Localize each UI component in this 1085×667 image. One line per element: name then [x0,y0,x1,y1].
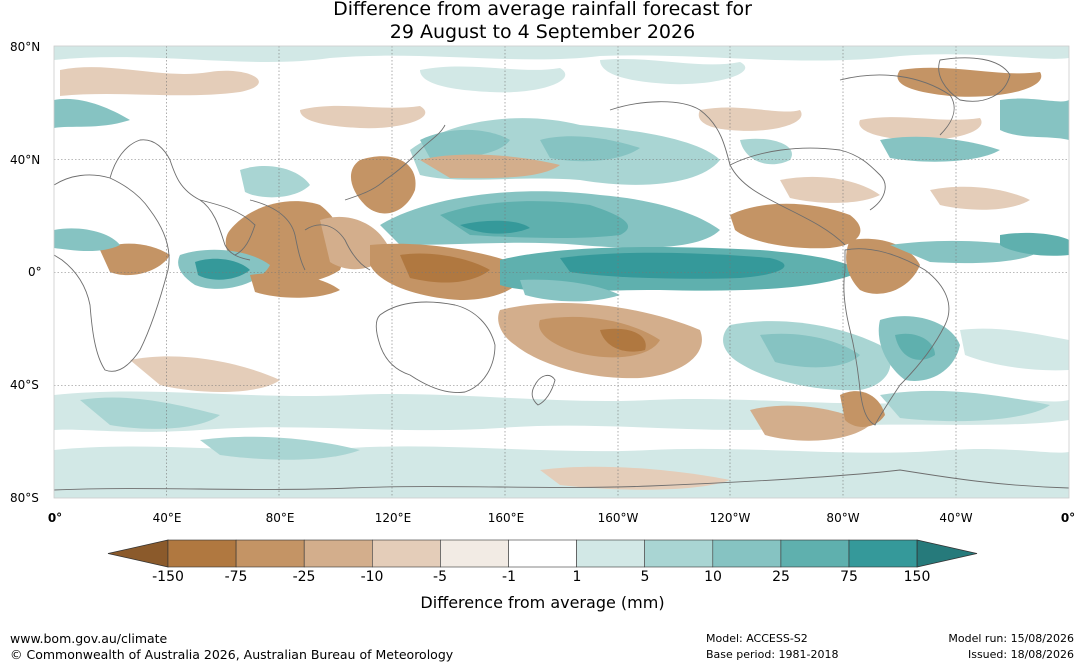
legend-title: Difference from average (mm) [420,593,665,612]
legend-swatch [371,539,441,568]
lon-label-160w: 160°W [597,511,639,525]
footer-issued: Issued: 18/08/2026 [967,648,1074,661]
map-frame [53,45,1070,499]
legend-tick: 1 [572,569,582,585]
legend-tick: -1 [502,569,516,585]
lat-label-40s: 40°S [10,378,39,392]
lat-label-0: 0° [28,265,42,279]
lon-label-120e: 120°E [374,511,412,525]
legend-tick: 25 [772,569,790,585]
map-title-line1: Difference from average rainfall forecas… [333,0,752,20]
footer-copyright: © Commonwealth of Australia 2026, Austra… [10,647,454,662]
legend-tick: -5 [433,569,447,585]
legend-tick: 10 [704,569,722,585]
anomaly-fields [54,46,1069,498]
legend-swatch [440,539,509,568]
coastlines [54,57,1069,491]
legend-swatch [780,539,850,568]
footer-model: Model: ACCESS-S2 [706,632,808,645]
lon-label-40e: 40°E [152,511,182,525]
legend-arrow-high [916,539,978,568]
lat-label-80s: 80°S [10,491,39,505]
legend-swatch [235,539,305,568]
lon-label-160e: 160°E [487,511,525,525]
footer-base-period: Base period: 1981-2018 [706,648,839,661]
footer-model-run: Model run: 15/08/2026 [948,632,1074,645]
legend-tick: -25 [292,569,316,585]
lon-label-120w: 120°W [709,511,751,525]
legend-arrow-low [107,539,169,568]
lat-label-40n: 40°N [10,153,41,167]
legend-tick: 5 [640,569,650,585]
lon-label-80w: 80°W [826,511,860,525]
footer-url: www.bom.gov.au/climate [10,631,168,646]
legend-swatch [576,539,645,568]
lon-label-0-right: 0° [1060,511,1076,525]
lat-label-80n: 80°N [10,40,41,54]
legend-tick: 75 [840,569,858,585]
legend-tick: -75 [224,569,248,585]
lon-label-0-left: 0° [47,511,63,525]
legend-tick: 150 [903,569,931,585]
graticule [54,46,1069,498]
legend-swatch [644,539,714,568]
legend-swatch [303,539,373,568]
legend-tick: -10 [360,569,384,585]
legend-swatch [712,539,782,568]
legend-swatch [167,539,237,568]
map-title-line2: 29 August to 4 September 2026 [389,21,696,43]
lon-label-40w: 40°W [939,511,973,525]
legend-tick: -150 [152,569,184,585]
legend-swatch [508,539,577,568]
legend-swatch [848,539,918,568]
lon-label-80e: 80°E [265,511,295,525]
